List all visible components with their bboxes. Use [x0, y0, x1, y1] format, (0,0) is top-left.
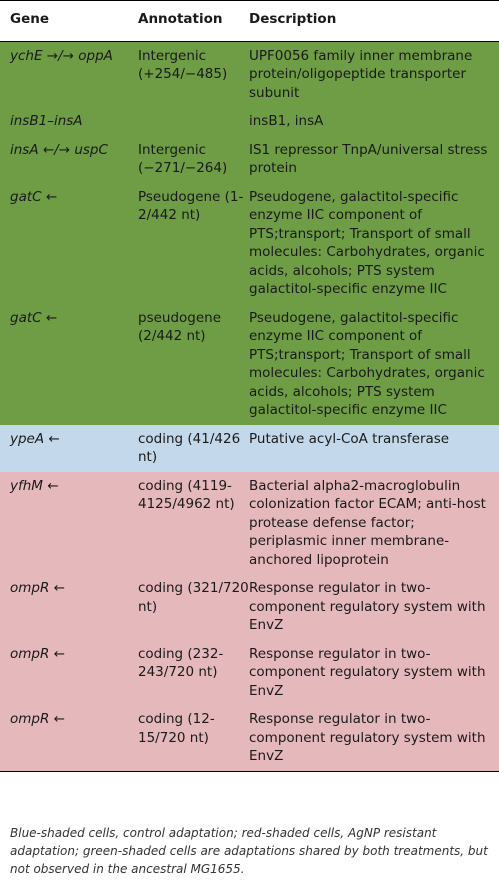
gene-cell: insA ←/→ uspC: [0, 135, 138, 183]
header-gene: Gene: [0, 0, 138, 42]
annotation-cell-text: coding (12-15/720 nt): [138, 711, 215, 746]
table-caption: Blue-shaded cells, control adaptation; r…: [10, 826, 488, 876]
gene-cell-text: yfhM ←: [10, 477, 59, 494]
description-cell-text: Response regulator in two-component regu…: [249, 580, 486, 633]
annotation-cell-text: Intergenic (+254/−485): [138, 47, 228, 83]
annotation-cell: coding (321/720 nt): [138, 574, 249, 640]
table-row: yfhM ← coding (4119-4125/4962 nt) Bacteria…: [0, 471, 499, 574]
annotation-cell-text: coding (4119-4125/4962 nt): [138, 477, 235, 513]
description-cell: UPF0056 family inner membrane protein/ol…: [249, 41, 499, 107]
gene-cell: insB1–insA: [0, 107, 138, 136]
description-cell: Pseudogene, galactitol-specific enzyme I…: [249, 182, 499, 304]
annotation-cell-text: Pseudogene (1-2/442 nt): [138, 188, 244, 224]
table-row: ypeA ← coding (41/426 nt) Putative acyl-Co…: [0, 424, 499, 472]
header-description: Description: [249, 0, 499, 42]
gene-cell-text: gatC ←: [10, 188, 58, 205]
annotation-cell: Intergenic (−271/−264): [138, 135, 249, 183]
annotation-cell-text: coding (321/720 nt): [138, 580, 249, 615]
gene-cell-text: gatC ←: [10, 309, 58, 326]
table-row: ompR ← coding (12-15/720 nt) Response regu…: [0, 705, 499, 772]
annotation-cell: pseudogene (2/442 nt): [138, 303, 249, 425]
description-cell: IS1 repressor TnpA/universal stress prot…: [249, 135, 499, 183]
table-row: ompR ← coding (232-243/720 nt) Response re…: [0, 639, 499, 705]
annotation-cell: Intergenic (+254/−485): [138, 41, 249, 107]
annotation-cell: coding (4119-4125/4962 nt): [138, 471, 249, 574]
annotation-cell: [138, 107, 249, 136]
description-cell: Response regulator in two-component regu…: [249, 705, 499, 772]
gene-cell-text: insB1–insA: [10, 113, 83, 129]
gene-cell: ompR ←: [0, 639, 138, 705]
gene-cell: ompR ←: [0, 705, 138, 772]
table-body: ychE →/→ oppA Intergenic (+254/−485) UPF00…: [0, 41, 499, 772]
table-row: ychE →/→ oppA Intergenic (+254/−485) UPF00…: [0, 41, 499, 107]
annotation-cell-text: Intergenic (−271/−264): [138, 141, 228, 177]
gene-cell: gatC ←: [0, 303, 138, 425]
description-cell-text: insB1, insA: [249, 113, 324, 129]
description-cell-text: IS1 repressor TnpA/universal stress prot…: [249, 141, 488, 177]
description-cell-text: Response regulator in two-component regu…: [249, 711, 486, 764]
header-row: Gene Annotation Description: [0, 0, 499, 42]
gene-cell-text: ompR ←: [10, 711, 65, 727]
gene-cell: ypeA ←: [0, 424, 138, 472]
description-cell-text: Pseudogene, galactitol-specific enzyme I…: [249, 309, 485, 419]
gene-cell: ychE →/→ oppA: [0, 41, 138, 107]
description-cell-text: Pseudogene, galactitol-specific enzyme I…: [249, 188, 485, 298]
table-row: gatC ← Pseudogene (1-2/442 nt) Pseudogene,…: [0, 182, 499, 304]
table-row: ompR ← coding (321/720 nt) Response regula…: [0, 574, 499, 640]
header-annotation: Annotation: [138, 0, 249, 42]
gene-cell-text: ompR ←: [10, 580, 65, 596]
gene-cell: yfhM ←: [0, 471, 138, 574]
table-row: gatC ← pseudogene (2/442 nt) Pseudogene, g…: [0, 303, 499, 425]
description-cell: Response regulator in two-component regu…: [249, 639, 499, 705]
gene-cell-text: ychE →/→ oppA: [10, 47, 113, 64]
gene-cell: ompR ←: [0, 574, 138, 640]
gene-cell-text: ypeA ←: [10, 430, 60, 447]
gene-table: Gene Annotation Description ychE →/→ opp…: [0, 0, 499, 772]
table-row: insA ←/→ uspC Intergenic (−271/−264) IS1 r…: [0, 135, 499, 183]
description-cell: Pseudogene, galactitol-specific enzyme I…: [249, 303, 499, 425]
table-row: insB1–insA insB1, insA: [0, 107, 499, 136]
description-cell: insB1, insA: [249, 107, 499, 136]
description-cell-text: UPF0056 family inner membrane protein/ol…: [249, 47, 473, 101]
annotation-cell: Pseudogene (1-2/442 nt): [138, 182, 249, 304]
description-cell: Response regulator in two-component regu…: [249, 574, 499, 640]
description-cell: Bacterial alpha2-macroglobulin colonizat…: [249, 471, 499, 574]
gene-cell-text: insA ←/→ uspC: [10, 141, 108, 158]
description-cell: Putative acyl-CoA transferase: [249, 424, 499, 472]
annotation-cell-text: coding (232-243/720 nt): [138, 645, 224, 681]
annotation-cell: coding (12-15/720 nt): [138, 705, 249, 772]
annotation-cell: coding (41/426 nt): [138, 424, 249, 472]
description-cell-text: Bacterial alpha2-macroglobulin colonizat…: [249, 477, 486, 568]
description-cell-text: Putative acyl-CoA transferase: [249, 430, 450, 447]
description-cell-text: Response regulator in two-component regu…: [249, 645, 486, 699]
annotation-cell: coding (232-243/720 nt): [138, 639, 249, 705]
annotation-cell-text: pseudogene (2/442 nt): [138, 309, 222, 345]
annotation-cell-text: coding (41/426 nt): [138, 430, 241, 466]
gene-cell-text: ompR ←: [10, 645, 65, 662]
gene-cell: gatC ←: [0, 182, 138, 304]
